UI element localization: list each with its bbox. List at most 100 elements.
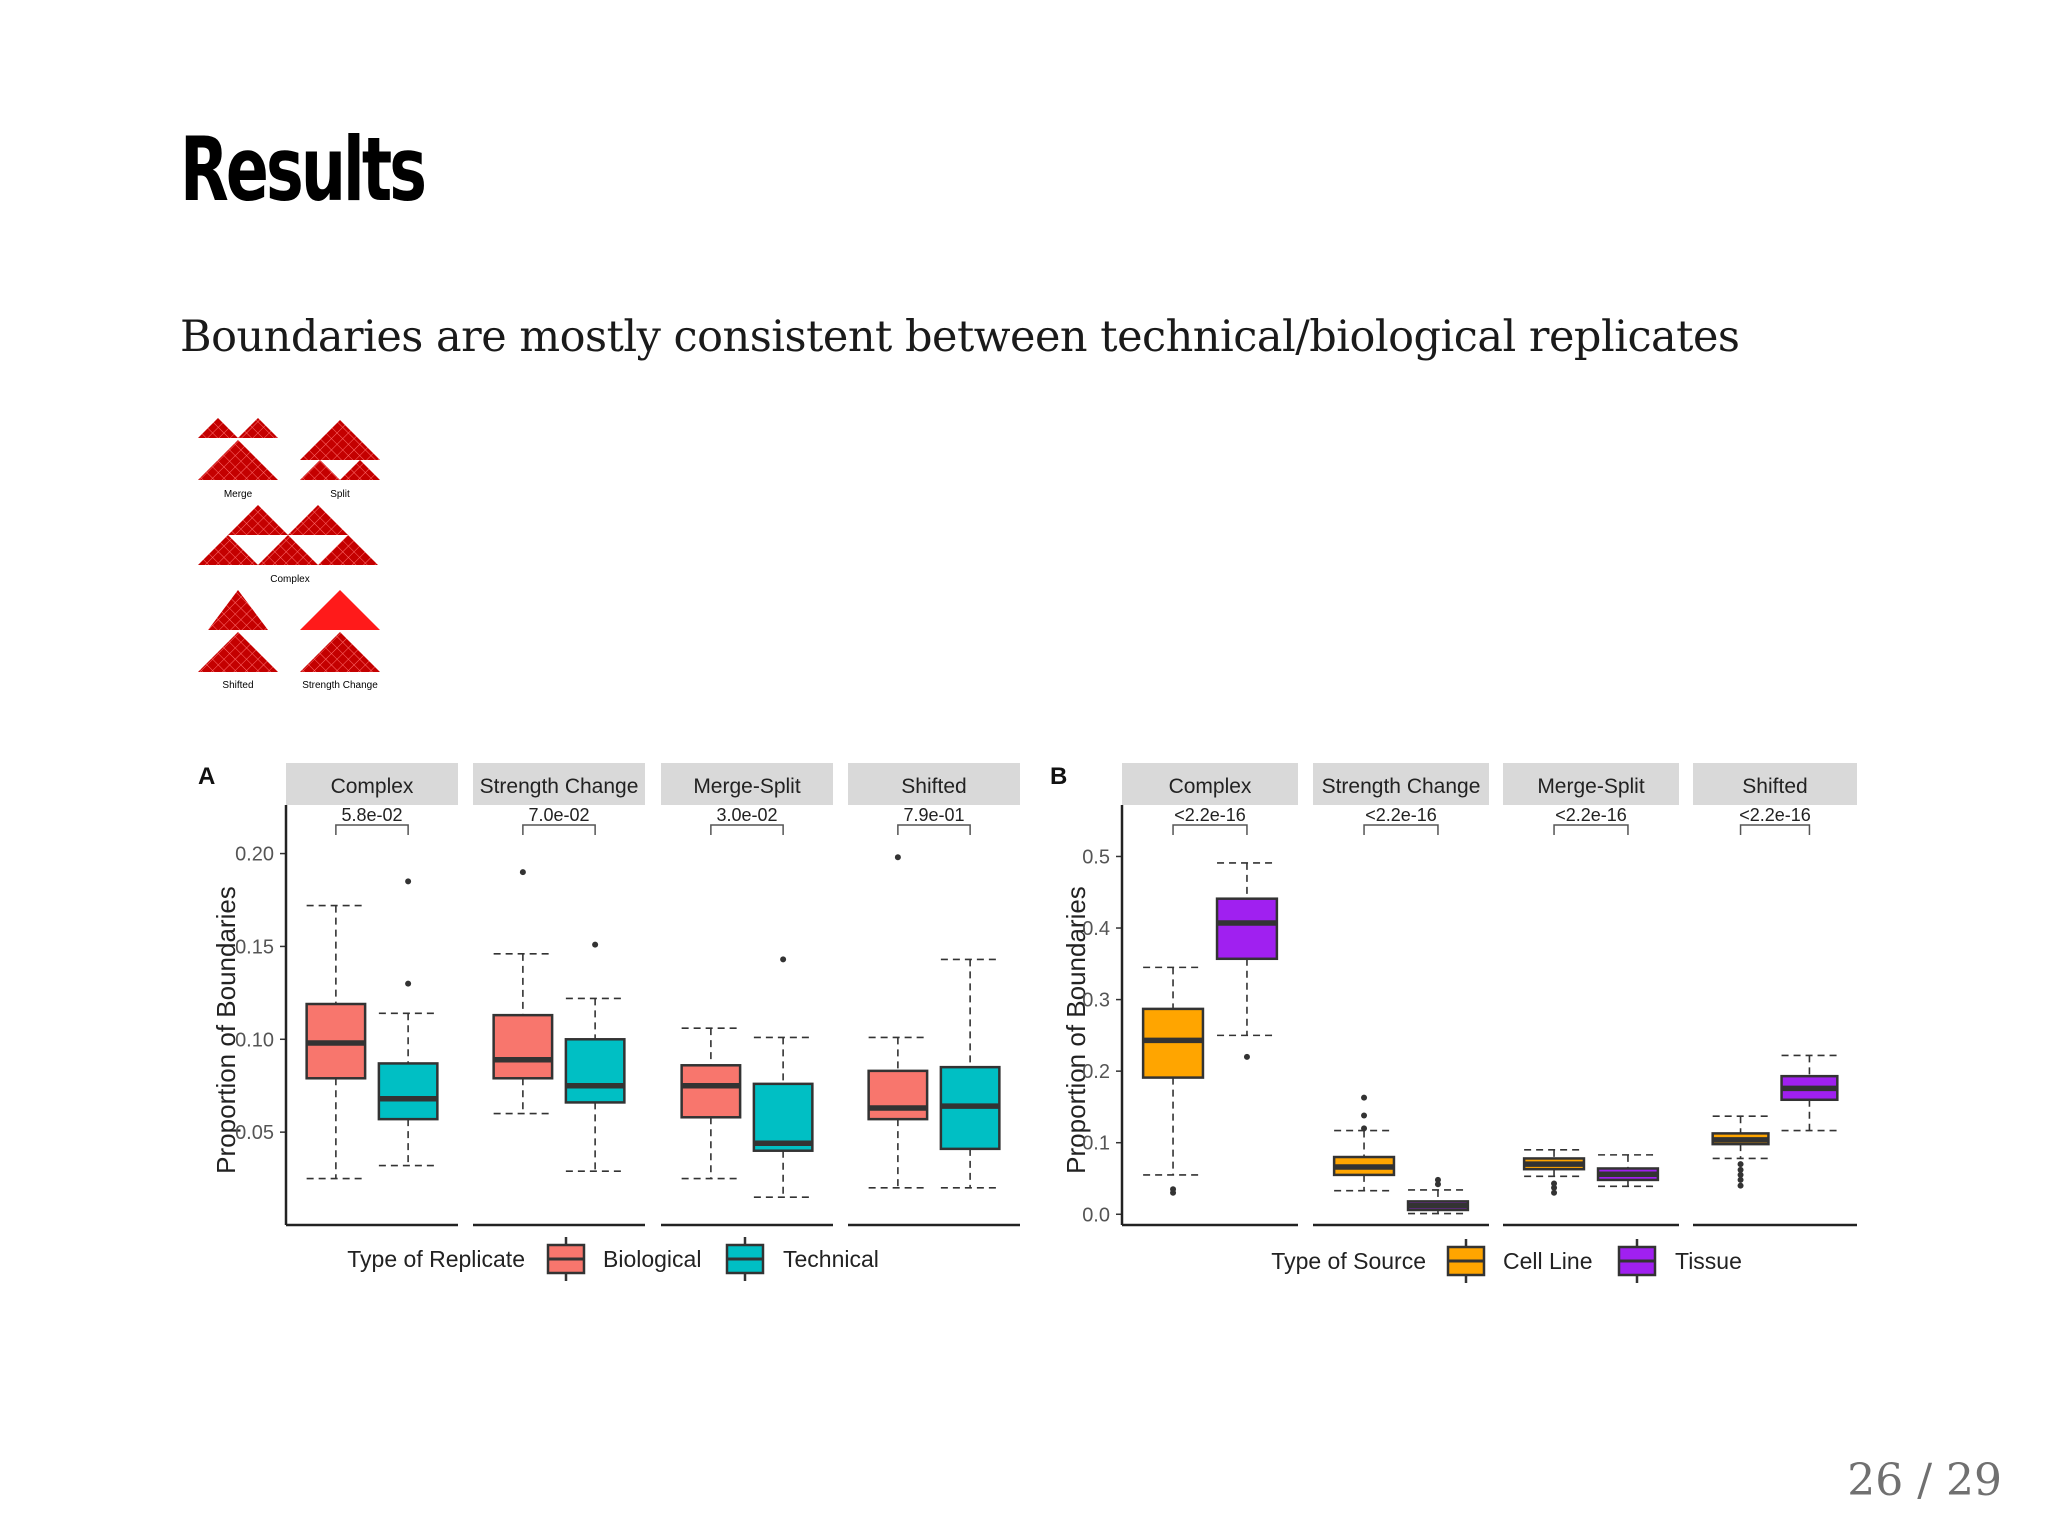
outlier-point (894, 854, 901, 861)
merge-domain-shape (238, 418, 278, 438)
outlier-point (1243, 1053, 1250, 1060)
complex-domain-shape (288, 505, 348, 535)
outlier-point (1361, 1094, 1368, 1101)
facet-strip (286, 763, 458, 805)
facet-strip (473, 763, 645, 805)
panel-label: A (198, 763, 215, 790)
significance-bracket (1739, 824, 1811, 835)
outlier-point (1434, 1176, 1441, 1183)
strength-change-domain-shape (300, 590, 380, 630)
shifted-label: Shifted (222, 680, 253, 691)
merge-label: Merge (224, 489, 253, 500)
facet-title: Merge-Split (1537, 775, 1645, 798)
outlier-point (1737, 1176, 1744, 1183)
facet-title: Strength Change (1322, 775, 1481, 798)
complex-label: Complex (270, 574, 309, 585)
legend-label: Cell Line (1503, 1248, 1593, 1274)
significance-bracket (522, 824, 596, 835)
facet-strip (661, 763, 833, 805)
facet-title: Merge-Split (693, 775, 801, 798)
legend-title: Type of Source (1271, 1248, 1426, 1274)
facet-strip (1503, 763, 1679, 805)
split-label: Split (330, 489, 350, 500)
outlier-point (1434, 1181, 1441, 1188)
box-body (564, 1038, 626, 1104)
complex-domain-shape (318, 535, 378, 565)
outlier-point (1737, 1182, 1744, 1189)
outlier-point (592, 941, 599, 948)
legend-label: Tissue (1675, 1248, 1742, 1274)
y-tick-label: 0.5 (1082, 846, 1110, 868)
p-value-label: <2.2e-16 (1174, 805, 1246, 825)
y-tick-label: 0.1 (1082, 1133, 1110, 1155)
complex-domain-shape (198, 535, 258, 565)
p-value-label: <2.2e-16 (1555, 805, 1627, 825)
box-body (752, 1082, 814, 1152)
significance-bracket (897, 824, 971, 835)
split-domain-shape (340, 460, 380, 480)
y-tick-label: 0.15 (235, 936, 274, 958)
panel-b: B Proportion of Boundaries 0.0 0.1 0.2 0.3 0.4… (1050, 763, 1857, 1283)
outlier-point (1361, 1125, 1368, 1132)
p-value-label: 3.0e-02 (716, 805, 777, 825)
boundary-change-types-figure: Merge Split Complex Shifted Strength Cha… (198, 418, 380, 691)
p-value-label: <2.2e-16 (1739, 805, 1811, 825)
y-tick-label: 0.2 (1082, 1061, 1110, 1083)
significance-bracket (710, 824, 784, 835)
y-tick-label: 0.4 (1082, 918, 1110, 940)
legend-title: Type of Replicate (347, 1246, 525, 1272)
panel-label: B (1050, 763, 1067, 790)
outlier-point (405, 878, 412, 885)
facet-title: Complex (331, 775, 414, 798)
box-body (1215, 897, 1279, 961)
page-number: 26 / 29 (1847, 1455, 2002, 1506)
p-value-label: 5.8e-02 (341, 805, 402, 825)
box-body (867, 1069, 929, 1121)
split-domain-shape (300, 460, 340, 480)
outlier-point (1551, 1189, 1558, 1196)
outlier-point (1361, 1112, 1368, 1119)
slide-title: Results (180, 118, 427, 221)
p-value-label: 7.0e-02 (528, 805, 589, 825)
slide-subtitle: Boundaries are mostly consistent between… (180, 312, 1740, 362)
merge-domain-shape (198, 440, 278, 480)
y-tick-label: 0.20 (235, 844, 274, 866)
p-value-label: 7.9e-01 (903, 805, 964, 825)
outlier-point (519, 869, 526, 876)
box-body (1141, 1007, 1205, 1079)
outlier-point (1551, 1184, 1558, 1191)
split-domain-shape (300, 420, 380, 460)
facet-strip (1313, 763, 1489, 805)
y-tick-label: 0.10 (235, 1029, 274, 1051)
significance-bracket (1363, 824, 1439, 835)
significance-bracket (1172, 824, 1248, 835)
y-axis-label: Proportion of Boundaries (211, 886, 241, 1174)
strength-change-label: Strength Change (302, 680, 378, 691)
p-value-label: <2.2e-16 (1365, 805, 1437, 825)
facet-title: Strength Change (480, 775, 639, 798)
legend-label: Biological (603, 1246, 701, 1272)
y-tick-label: 0.3 (1082, 990, 1110, 1012)
legend-label: Technical (783, 1246, 879, 1272)
shifted-domain-shape (208, 590, 268, 630)
significance-bracket (335, 824, 409, 835)
facet-title: Complex (1169, 775, 1252, 798)
outlier-point (1737, 1166, 1744, 1173)
strength-change-domain-shape (300, 632, 380, 672)
outlier-point (405, 980, 412, 987)
complex-domain-shape (258, 535, 318, 565)
y-tick-label: 0.05 (235, 1122, 274, 1144)
box-body (680, 1064, 742, 1119)
outlier-point (1170, 1186, 1177, 1193)
y-tick-label: 0.0 (1082, 1204, 1110, 1226)
significance-bracket (1553, 824, 1629, 835)
facet-strip (848, 763, 1020, 805)
facet-strip (1122, 763, 1298, 805)
y-axis-label: Proportion of Boundaries (1061, 886, 1091, 1174)
box-body (492, 1013, 554, 1080)
box-body (377, 1062, 439, 1121)
facet-title: Shifted (901, 775, 966, 798)
outlier-point (1551, 1180, 1558, 1187)
